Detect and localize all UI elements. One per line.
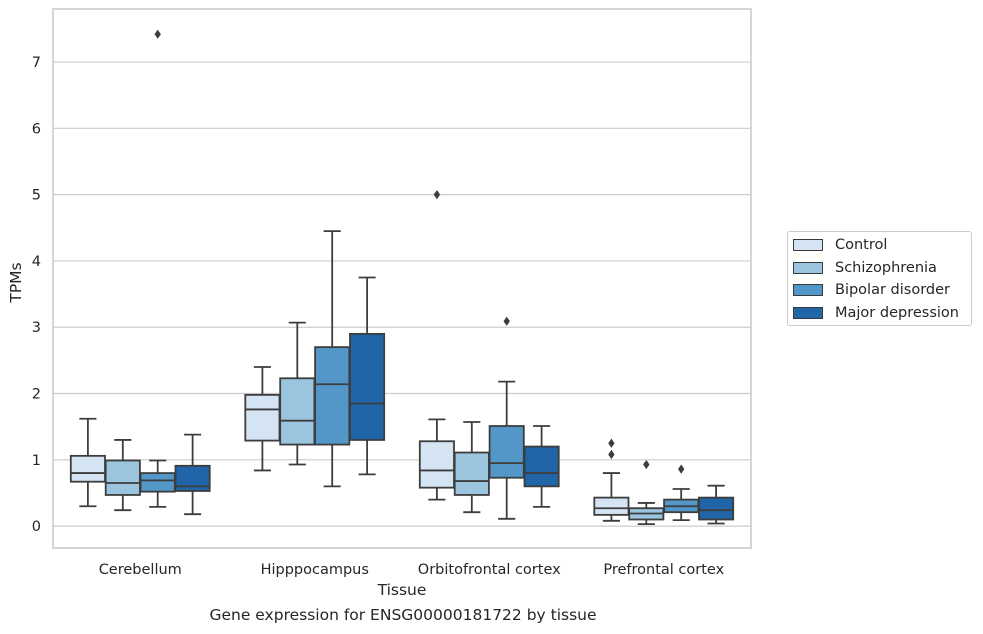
y-tick-label: 6 (32, 121, 41, 137)
box-prefrontal-cortex-control (593, 438, 630, 522)
legend-label-schizophrenia: Schizophrenia (835, 259, 937, 276)
box-cerebellum-bipolar-disorder (139, 29, 176, 508)
box-iqr (488, 425, 525, 479)
legend-swatch-schizophrenia (793, 261, 823, 274)
x-tick-label: Hipppocampus (261, 562, 369, 578)
y-tick-label: 2 (32, 387, 41, 403)
box-iqr (244, 393, 281, 442)
x-tick-label: Prefrontal cortex (603, 562, 724, 578)
outlier-point (608, 438, 615, 448)
outlier-point (678, 464, 685, 474)
box-iqr (698, 496, 735, 521)
box-hipppocampus-schizophrenia (279, 321, 316, 466)
outlier-point (433, 190, 441, 200)
box-iqr (139, 472, 176, 493)
box-iqr (349, 332, 386, 441)
box-iqr (418, 440, 455, 489)
legend-item-schizophrenia: Schizophrenia (793, 258, 937, 278)
box-iqr (453, 451, 490, 496)
box-iqr (523, 445, 560, 488)
y-tick-label: 3 (32, 320, 41, 336)
box-iqr (314, 346, 351, 446)
legend-swatch-control (793, 239, 823, 251)
box-iqr (593, 496, 630, 516)
x-axis-label: Tissue (377, 581, 427, 599)
box-iqr (104, 459, 141, 496)
box-cerebellum-schizophrenia (104, 439, 141, 512)
legend-item-major-depression: Major depression (793, 303, 959, 323)
box-cerebellum-major-depression (174, 433, 211, 516)
legend-label-major-depression: Major depression (835, 304, 959, 321)
outlier-point (643, 459, 650, 470)
y-tick-label: 5 (32, 188, 41, 204)
legend-item-control: Control (793, 235, 887, 255)
legend-label-control: Control (835, 237, 888, 253)
x-tick-label: Orbitofrontal cortex (418, 562, 561, 578)
chart-caption: Gene expression for ENSG00000181722 by t… (209, 606, 597, 624)
legend-swatch-major-depression (793, 306, 823, 319)
y-tick-label: 7 (32, 55, 41, 71)
box-iqr (279, 377, 316, 446)
y-tick-label: 4 (32, 254, 41, 270)
plot-frame (52, 8, 752, 549)
outlier-point (608, 449, 615, 460)
legend: Control Schizophrenia Bipolar disorder M… (787, 231, 972, 326)
box-orbitofrontal-cortex-bipolar-disorder (488, 316, 525, 520)
y-tick-label: 0 (32, 519, 41, 535)
box-hipppocampus-major-depression (349, 276, 386, 476)
box-orbitofrontal-cortex-major-depression (523, 425, 560, 508)
legend-swatch-bipolar-disorder (793, 284, 823, 296)
box-cerebellum-control (69, 417, 106, 508)
outlier-point (154, 29, 161, 39)
outlier-point (503, 316, 510, 326)
y-tick-label: 1 (32, 453, 41, 469)
box-prefrontal-cortex-schizophrenia (628, 459, 665, 526)
box-hipppocampus-control (244, 366, 281, 472)
legend-label-bipolar-disorder: Bipolar disorder (835, 282, 950, 298)
y-axis-label: TPMs (7, 262, 25, 303)
x-tick-label: Cerebellum (99, 562, 182, 578)
box-orbitofrontal-cortex-schizophrenia (453, 421, 490, 514)
legend-item-bipolar-disorder: Bipolar disorder (793, 280, 950, 300)
box-orbitofrontal-cortex-control (418, 190, 455, 501)
box-hipppocampus-bipolar-disorder (314, 230, 351, 488)
box-prefrontal-cortex-bipolar-disorder (663, 464, 700, 522)
box-iqr (69, 454, 106, 483)
box-prefrontal-cortex-major-depression (698, 484, 735, 525)
